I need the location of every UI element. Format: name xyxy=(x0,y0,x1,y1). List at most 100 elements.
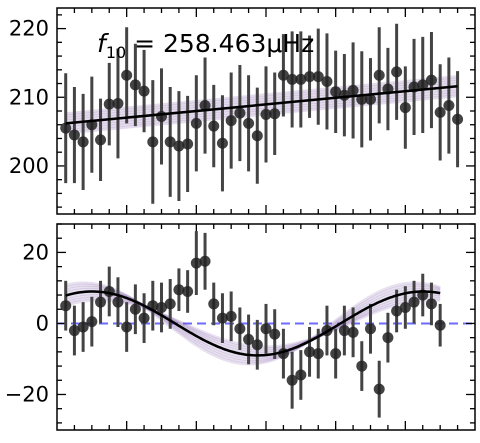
data-point xyxy=(295,350,307,400)
point-marker xyxy=(208,120,220,132)
point-marker xyxy=(330,348,342,360)
data-point xyxy=(251,87,263,184)
point-marker xyxy=(182,138,194,150)
point-marker xyxy=(173,140,185,152)
data-point xyxy=(95,280,107,324)
data-point xyxy=(190,231,202,296)
point-marker xyxy=(304,71,316,83)
point-marker xyxy=(425,74,437,86)
data-point xyxy=(295,31,307,128)
data-point xyxy=(103,62,115,146)
point-marker xyxy=(365,323,376,335)
data-point xyxy=(304,327,316,377)
data-point xyxy=(365,303,376,354)
point-marker xyxy=(60,122,72,134)
point-marker xyxy=(190,257,202,269)
model-band-curve xyxy=(65,294,441,353)
y-tick-label: 0 xyxy=(36,311,49,335)
data-point xyxy=(164,86,176,197)
point-marker xyxy=(216,137,228,149)
point-marker xyxy=(199,255,211,267)
point-marker xyxy=(208,298,220,310)
y-tick-label: 220 xyxy=(9,17,49,41)
data-point xyxy=(190,75,202,172)
data-point xyxy=(260,66,272,163)
data-point xyxy=(138,49,150,133)
point-marker xyxy=(138,85,150,97)
data-point xyxy=(121,27,133,124)
data-point xyxy=(365,58,376,141)
data-point xyxy=(443,57,455,154)
point-marker xyxy=(182,285,194,297)
point-marker xyxy=(434,319,446,331)
point-marker xyxy=(147,136,159,148)
data-point xyxy=(95,98,107,182)
data-point xyxy=(304,35,316,118)
data-point xyxy=(408,280,420,324)
data-point xyxy=(251,319,263,370)
data-point xyxy=(173,91,185,201)
point-marker xyxy=(164,298,176,310)
point-marker xyxy=(156,110,167,122)
point-marker xyxy=(304,346,316,358)
point-marker xyxy=(295,369,307,381)
data-point xyxy=(182,270,194,313)
data-point xyxy=(260,303,272,354)
y-tick-label: 210 xyxy=(9,85,49,109)
data-point xyxy=(121,302,133,352)
point-marker xyxy=(286,73,298,85)
fit-band-line xyxy=(65,87,458,128)
data-point xyxy=(216,95,228,192)
model-band-curve xyxy=(65,283,441,364)
data-point xyxy=(216,293,228,343)
point-marker xyxy=(373,383,385,395)
point-marker xyxy=(373,69,385,81)
bottom-data-points xyxy=(60,231,446,418)
data-point xyxy=(173,268,185,312)
data-point xyxy=(269,309,281,359)
data-point xyxy=(234,307,246,351)
point-marker xyxy=(164,136,176,148)
data-point xyxy=(112,277,124,327)
data-point xyxy=(269,72,281,155)
point-marker xyxy=(251,339,263,351)
data-point xyxy=(338,54,350,137)
data-point xyxy=(199,232,211,290)
bottom-panel-ticks: −20 0 20 xyxy=(5,223,475,430)
point-marker xyxy=(156,301,167,313)
fit-band-line xyxy=(65,77,458,118)
point-marker xyxy=(243,333,255,345)
point-marker xyxy=(399,301,411,313)
data-point xyxy=(156,68,167,165)
data-point xyxy=(86,76,98,173)
point-marker xyxy=(77,136,89,148)
point-marker xyxy=(251,130,263,142)
data-point xyxy=(399,66,411,149)
point-marker xyxy=(338,325,350,337)
top-fit-line xyxy=(65,85,458,125)
point-marker xyxy=(129,303,141,315)
point-marker xyxy=(68,129,80,141)
point-marker xyxy=(190,117,202,129)
data-point xyxy=(391,289,403,333)
data-point xyxy=(434,64,446,161)
data-point xyxy=(382,47,394,131)
point-marker xyxy=(234,107,246,119)
data-point xyxy=(417,273,429,317)
point-marker xyxy=(269,328,281,340)
data-point xyxy=(321,33,333,130)
data-point xyxy=(68,305,80,356)
point-marker xyxy=(277,69,289,81)
data-point xyxy=(243,75,255,172)
point-marker xyxy=(391,66,403,78)
point-marker xyxy=(417,79,429,91)
data-point xyxy=(312,28,324,125)
data-point xyxy=(425,282,437,326)
point-marker xyxy=(365,93,376,105)
point-marker xyxy=(443,100,455,112)
point-marker xyxy=(312,348,324,360)
point-marker xyxy=(260,108,272,120)
y-tick-label: 20 xyxy=(22,240,49,264)
point-marker xyxy=(173,284,185,296)
